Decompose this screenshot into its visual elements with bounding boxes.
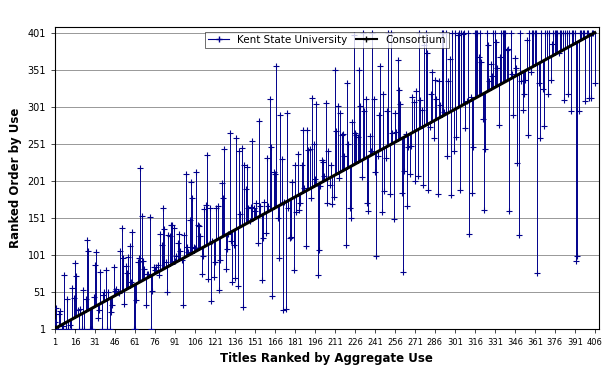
Y-axis label: Ranked Order by Use: Ranked Order by Use <box>9 107 22 248</box>
X-axis label: Titles Ranked by Aggregate Use: Titles Ranked by Aggregate Use <box>221 352 433 365</box>
Legend: Kent State University, Consortium: Kent State University, Consortium <box>205 32 448 48</box>
